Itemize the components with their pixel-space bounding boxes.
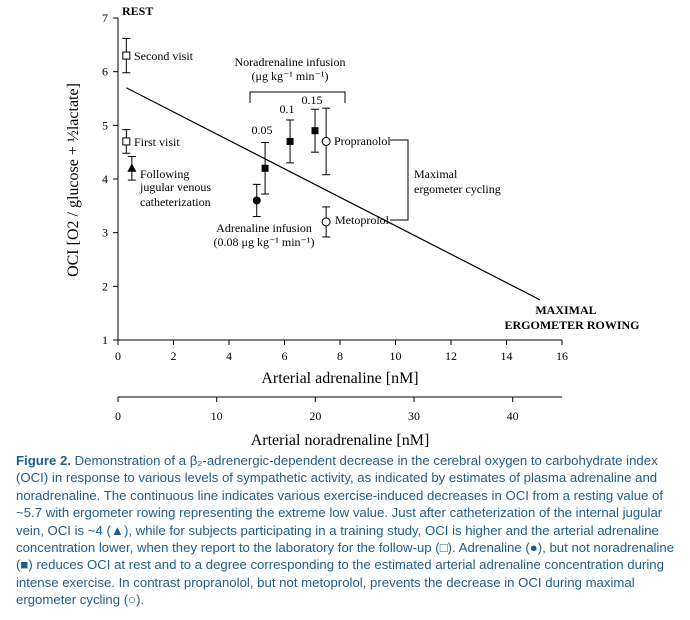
x2-axis-title: Arterial noradrenaline [nM] — [251, 432, 430, 449]
jugular-label-line1: Following — [140, 167, 189, 181]
propranolol-label: Propranolol — [334, 134, 391, 148]
data-point-open-square — [122, 137, 131, 146]
x2-tick-label: 30 — [408, 409, 420, 423]
metoprolol-label: Metoprolol — [335, 213, 390, 227]
maximal-cycling-bracket — [390, 139, 409, 221]
rest-label: REST — [122, 4, 153, 18]
x2-tick-label: 40 — [507, 409, 519, 423]
maximal-cycling-label-line1: Maximal — [414, 167, 458, 181]
noradrenaline-bracket — [249, 91, 346, 103]
data-point-filled-triangle — [127, 163, 137, 172]
figure-caption: Figure 2. Demonstration of a β₂-adrenerg… — [16, 452, 676, 609]
data-point-open-square — [122, 51, 131, 60]
dose-label-0.1: 0.1 — [280, 102, 295, 116]
annotations: REST Second visit First visit Following … — [122, 4, 640, 332]
data-point-filled-circle — [252, 196, 261, 205]
x2-tick-label: 10 — [211, 409, 223, 423]
data-marks — [122, 37, 331, 238]
x-tick-label: 12 — [445, 349, 457, 363]
data-point-filled-square — [261, 164, 269, 172]
maximal-rowing-label-line2: ERGOMETER ROWING — [504, 318, 639, 332]
y-tick-label: 6 — [102, 65, 108, 79]
x-axis-title: Arterial adrenaline [nM] — [261, 370, 418, 387]
figure-label: Figure 2. — [16, 453, 71, 468]
maximal-rowing-label-line1: MAXIMAL — [535, 303, 596, 317]
x-tick-label: 10 — [390, 349, 402, 363]
x-ticks: 0 2 4 6 8 10 12 14 16 — [115, 340, 568, 363]
x-tick-label: 16 — [556, 349, 568, 363]
x2-tick-label: 20 — [309, 409, 321, 423]
y-axis-title: OCI [O2 / glucose + ½lactate] — [65, 83, 82, 277]
y-tick-label: 1 — [102, 333, 108, 347]
y-tick-label: 5 — [102, 118, 108, 132]
data-point-open-circle — [321, 136, 331, 146]
maximal-cycling-label-line2: ergometer cycling — [414, 182, 501, 196]
y-tick-label: 4 — [102, 172, 108, 186]
noradrenaline-infusion-units: (μg kg⁻¹ min⁻¹) — [252, 69, 329, 83]
dose-label-0.15: 0.15 — [302, 93, 323, 107]
jugular-label-line3: catheterization — [140, 195, 211, 209]
y-tick-label: 2 — [102, 279, 108, 293]
figure-caption-text: Demonstration of a β₂-adrenergic-depende… — [16, 453, 675, 608]
x-tick-label: 0 — [115, 349, 121, 363]
regression-line — [126, 87, 541, 301]
x2-tick-label: 0 — [115, 409, 121, 423]
y-tick-label: 3 — [102, 226, 108, 240]
x-tick-label: 14 — [501, 349, 513, 363]
adrenaline-infusion-title: Adrenaline infusion — [216, 221, 312, 235]
data-point-open-circle — [321, 217, 331, 227]
y-ticks: 1 2 3 4 5 6 7 — [102, 11, 118, 347]
adrenaline-infusion-units: (0.08 μg kg⁻¹ min⁻¹) — [214, 235, 315, 249]
second-visit-label: Second visit — [134, 49, 194, 63]
jugular-label-line2: jugular venous — [139, 180, 211, 194]
data-point-filled-square — [286, 137, 294, 145]
y-tick-label: 7 — [102, 11, 108, 25]
dose-label-0.05: 0.05 — [252, 123, 273, 137]
brackets — [249, 91, 409, 221]
noradrenaline-infusion-title: Noradrenaline infusion — [235, 55, 346, 69]
x-tick-label: 4 — [226, 349, 232, 363]
x-tick-label: 2 — [171, 349, 177, 363]
data-point-filled-square — [311, 127, 319, 135]
first-visit-label: First visit — [134, 135, 180, 149]
x-tick-label: 6 — [282, 349, 288, 363]
x2-ticks: 0 10 20 30 40 — [115, 397, 519, 423]
x-tick-label: 8 — [337, 349, 343, 363]
